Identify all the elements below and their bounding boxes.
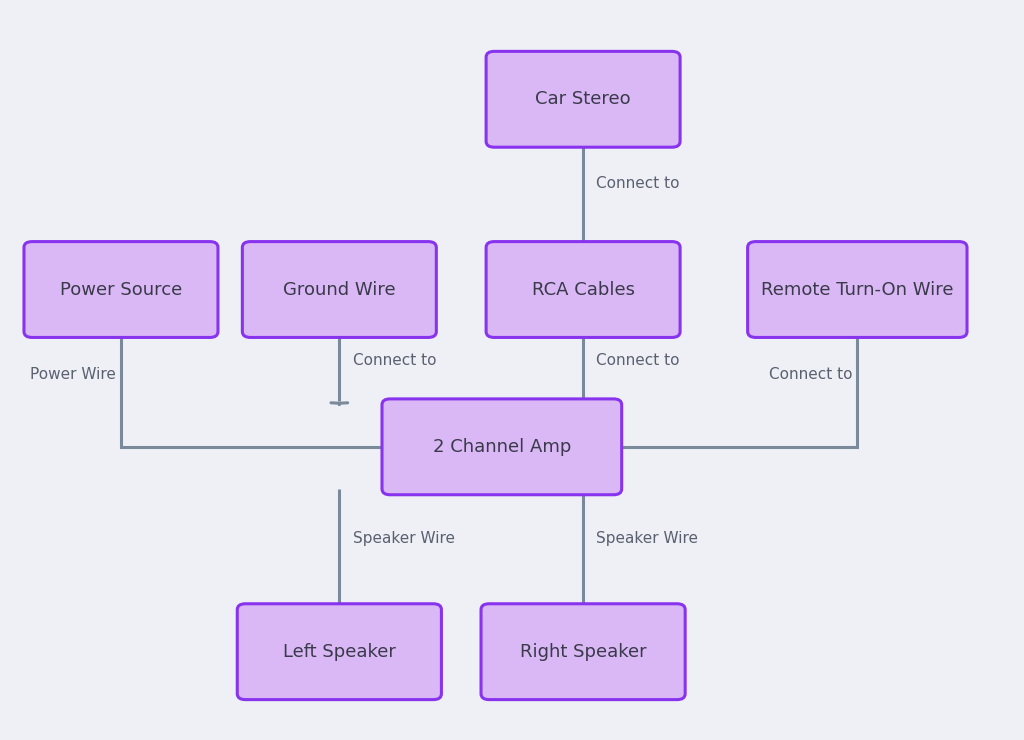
FancyBboxPatch shape [486,241,680,337]
Text: Connect to: Connect to [596,354,680,369]
Text: Connect to: Connect to [596,176,680,191]
Text: Ground Wire: Ground Wire [283,280,395,298]
Text: Speaker Wire: Speaker Wire [352,531,455,546]
Text: Connect to: Connect to [769,367,852,382]
FancyBboxPatch shape [238,604,441,699]
Text: RCA Cables: RCA Cables [531,280,635,298]
Text: Connect to: Connect to [352,354,436,369]
Text: Remote Turn-On Wire: Remote Turn-On Wire [761,280,953,298]
FancyBboxPatch shape [24,241,218,337]
Text: 2 Channel Amp: 2 Channel Amp [433,438,571,456]
FancyBboxPatch shape [243,241,436,337]
Text: Power Source: Power Source [59,280,182,298]
FancyBboxPatch shape [748,241,967,337]
Text: Speaker Wire: Speaker Wire [596,531,698,546]
Text: Power Wire: Power Wire [30,367,116,382]
FancyBboxPatch shape [481,604,685,699]
FancyBboxPatch shape [382,399,622,495]
Text: Left Speaker: Left Speaker [283,643,395,661]
FancyBboxPatch shape [486,51,680,147]
Text: Car Stereo: Car Stereo [536,90,631,108]
Text: Right Speaker: Right Speaker [520,643,646,661]
